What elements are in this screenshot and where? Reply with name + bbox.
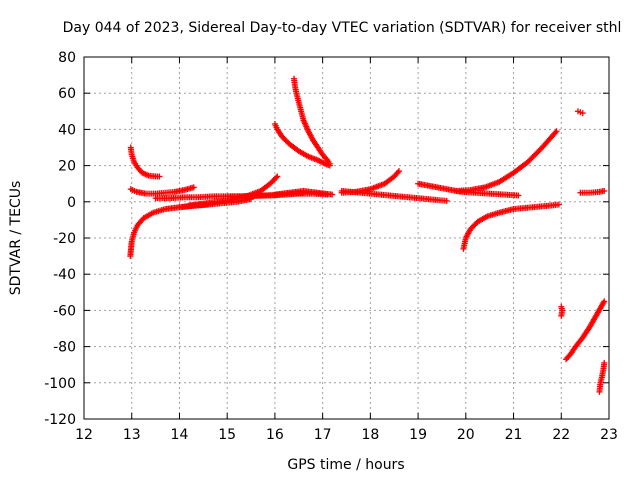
x-tick-label: 15 [218,427,236,443]
data-point [579,110,586,117]
x-tick-label: 16 [266,427,284,443]
data-point [326,160,333,167]
axis-ticks: 12 13 14 15 16 17 18 19 20 21 22 23 -120 -100 -80 -60 -4… [44,50,618,443]
y-tick-label: 40 [58,122,76,138]
x-tick-label: 12 [75,427,93,443]
x-tick-label: 18 [361,427,379,443]
x-tick-label: 21 [505,427,523,443]
y-tick-label: -20 [53,231,76,247]
chart-title: Day 044 of 2023, Sidereal Day-to-day VTE… [63,20,622,36]
data-point [515,192,522,199]
x-tick-label: 22 [552,427,570,443]
data-point [273,174,280,181]
x-axis-label: GPS time / hours [287,457,404,473]
data-point [555,201,562,208]
data-point [329,191,336,198]
data-point [601,187,608,194]
data-point [190,184,197,191]
x-tick-label: 17 [314,427,332,443]
x-tick-label: 14 [171,427,189,443]
data-point [601,359,608,366]
y-tick-label: 80 [58,50,76,66]
x-tick-label: 23 [600,427,618,443]
x-tick-label: 20 [457,427,475,443]
data-point [553,128,560,135]
data-point [558,312,565,319]
y-tick-label: -120 [44,412,76,428]
data-point [552,129,559,136]
y-tick-label: 0 [67,195,76,211]
y-tick-label: 60 [58,86,76,102]
data-point [274,173,281,180]
data-point [601,298,608,305]
y-tick-label: -60 [53,303,76,319]
x-tick-label: 13 [123,427,141,443]
x-tick-label: 19 [409,427,427,443]
y-tick-label: -80 [53,340,76,356]
y-tick-label: 20 [58,159,76,175]
y-axis-label: SDTVAR / TECUs [8,181,24,296]
y-tick-label: -40 [53,267,76,283]
y-tick-label: -100 [44,376,76,392]
data-points [127,75,608,395]
grid-lines [84,57,609,419]
data-point [396,168,402,175]
data-point [156,173,163,180]
data-point [443,197,450,204]
